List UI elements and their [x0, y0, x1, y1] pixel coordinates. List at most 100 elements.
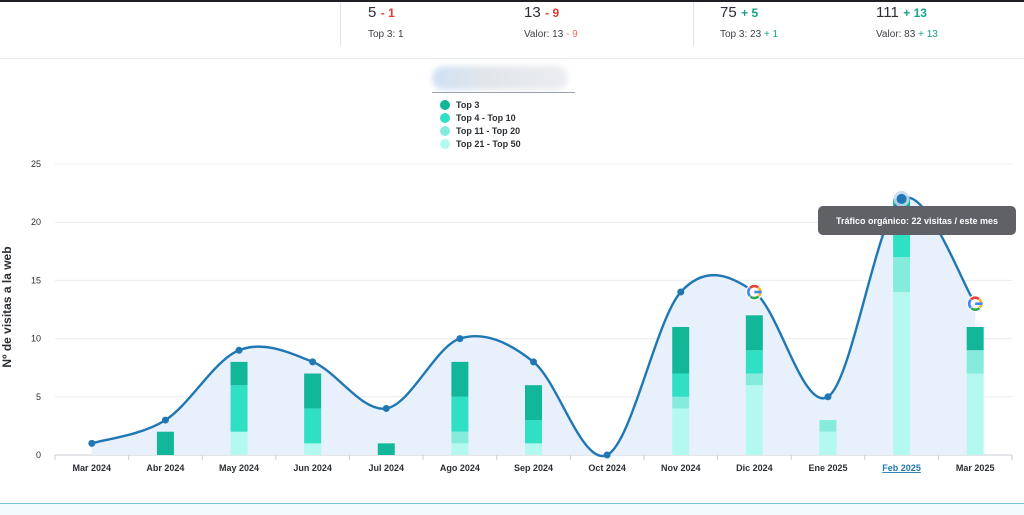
- bar-segment: [304, 408, 322, 444]
- bar-segment: [672, 373, 690, 397]
- x-tick-label: Jun 2024: [293, 463, 332, 473]
- bar-segment: [230, 431, 248, 455]
- google-icon-arc: [967, 296, 983, 311]
- bar-segment: [966, 326, 984, 351]
- chart-title-redacted: [432, 66, 568, 90]
- traffic-point: [896, 193, 907, 204]
- google-icon-arc: [747, 284, 762, 300]
- google-icon-arc: [747, 284, 762, 300]
- y-tick-label: 25: [31, 159, 41, 169]
- stat-competitor-top3: 75 + 5 Top 3: 23 + 1: [720, 4, 778, 40]
- x-tick-label: Ene 2025: [808, 463, 847, 473]
- stat-delta: + 13: [903, 6, 927, 20]
- bar-segment: [304, 443, 322, 455]
- stat-delta: - 1: [380, 6, 395, 20]
- bar-segment: [893, 233, 911, 258]
- bar-segment: [451, 361, 469, 397]
- traffic-point: [309, 358, 317, 366]
- stat-sub: Top 3: 1: [368, 29, 404, 40]
- stats-row: 5 - 1 Top 3: 1 13 - 9 Valor: 13 - 9 75 +…: [0, 2, 1024, 59]
- chart-title-underline: [432, 92, 575, 93]
- bottom-panel: [0, 503, 1024, 515]
- legend-item-top11-20[interactable]: Top 11 - Top 20: [440, 124, 521, 137]
- bar-segment: [672, 396, 690, 409]
- bar-segment: [966, 373, 984, 455]
- bar-segment: [230, 361, 248, 386]
- chart-tooltip: Tráfico orgánico: 22 visitas / este mes: [818, 206, 1016, 235]
- bar-segment: [672, 408, 690, 455]
- stat-sub: Top 3: 23: [720, 29, 762, 40]
- bar-segment: [451, 431, 469, 444]
- legend-swatch: [440, 99, 450, 110]
- y-tick-label: 0: [36, 450, 41, 460]
- stat-sub: Valor: 13: [524, 29, 564, 40]
- x-tick-label: Feb 2025: [882, 463, 921, 473]
- traffic-point: [88, 439, 96, 447]
- bar-segment: [525, 420, 542, 444]
- y-tick-label: 20: [31, 217, 41, 227]
- x-tick-label: Mar 2025: [956, 463, 995, 473]
- top-border: [0, 0, 1024, 2]
- legend-label: Top 3: [456, 99, 480, 110]
- x-tick-label: Jul 2024: [369, 463, 405, 473]
- traffic-point: [382, 404, 390, 412]
- bar-segment: [893, 292, 911, 455]
- bar-segment: [451, 396, 469, 432]
- traffic-point: [603, 451, 611, 459]
- traffic-point: [456, 335, 464, 343]
- bar-segment: [745, 350, 763, 374]
- x-tick-label: Dic 2024: [736, 463, 773, 473]
- bar-segment: [745, 385, 763, 455]
- stat-delta: - 9: [545, 6, 560, 20]
- traffic-point: [530, 358, 537, 366]
- stat-competitor-value: 111 + 13 Valor: 83 + 13: [876, 4, 938, 40]
- stat-sub: Valor: 83: [876, 29, 916, 40]
- traffic-point: [824, 393, 832, 401]
- stat-delta: + 5: [741, 6, 759, 20]
- stat-value: 5: [368, 4, 377, 21]
- bar-segment: [819, 431, 837, 455]
- legend-label: Top 4 - Top 10: [456, 112, 516, 123]
- legend-swatch: [440, 138, 450, 149]
- legend-item-top3[interactable]: Top 3: [440, 98, 521, 111]
- traffic-point: [161, 416, 169, 424]
- x-tick-label: Ago 2024: [440, 463, 480, 473]
- google-icon-arc: [967, 296, 983, 311]
- bar-segment: [525, 385, 542, 421]
- legend-label: Top 21 - Top 50: [456, 138, 521, 149]
- stat-value: 111: [876, 4, 899, 21]
- x-tick-label: Sep 2024: [514, 463, 553, 473]
- x-tick-label: Nov 2024: [661, 463, 701, 473]
- legend-label: Top 11 - Top 20: [456, 125, 521, 136]
- traffic-line: [91, 196, 977, 458]
- x-tick-label: May 2024: [219, 463, 259, 473]
- stat-sub-delta: + 13: [918, 29, 938, 40]
- stat-sub-delta: + 1: [763, 29, 779, 40]
- legend-swatch: [440, 125, 450, 136]
- stats-divider: [340, 2, 341, 46]
- bar-segment: [377, 443, 395, 455]
- x-tick-label: Oct 2024: [588, 463, 626, 473]
- stat-sub-delta: - 9: [566, 29, 578, 40]
- google-icon: [975, 302, 983, 305]
- x-tick-label: Mar 2024: [73, 463, 112, 473]
- bar-segment: [672, 326, 690, 374]
- traffic-point: [677, 288, 685, 296]
- bar-segment: [745, 315, 763, 351]
- bar-segment: [893, 257, 911, 293]
- stat-keywords-value: 13 - 9 Valor: 13 - 9: [524, 4, 578, 40]
- chart-legend: Top 3 Top 4 - Top 10 Top 11 - Top 20 Top…: [440, 98, 521, 150]
- legend-swatch: [440, 112, 450, 123]
- google-icon: [754, 290, 762, 294]
- bar-segment: [966, 350, 984, 374]
- stat-value: 75: [720, 4, 737, 21]
- bar-segment: [819, 420, 837, 432]
- y-tick-label: 15: [31, 275, 41, 285]
- legend-item-top21-50[interactable]: Top 21 - Top 50: [440, 137, 521, 150]
- bar-segment: [156, 431, 174, 455]
- legend-item-top4-10[interactable]: Top 4 - Top 10: [440, 111, 521, 124]
- stats-divider: [693, 2, 694, 46]
- bar-segment: [525, 443, 542, 455]
- bar-segment: [230, 385, 248, 432]
